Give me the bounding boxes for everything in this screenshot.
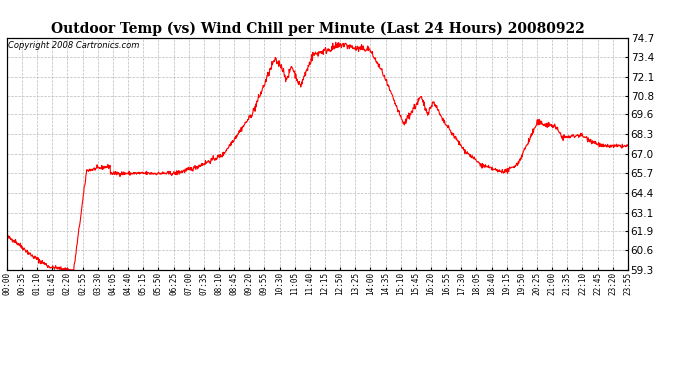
- Title: Outdoor Temp (vs) Wind Chill per Minute (Last 24 Hours) 20080922: Outdoor Temp (vs) Wind Chill per Minute …: [50, 22, 584, 36]
- Text: Copyright 2008 Cartronics.com: Copyright 2008 Cartronics.com: [8, 41, 139, 50]
